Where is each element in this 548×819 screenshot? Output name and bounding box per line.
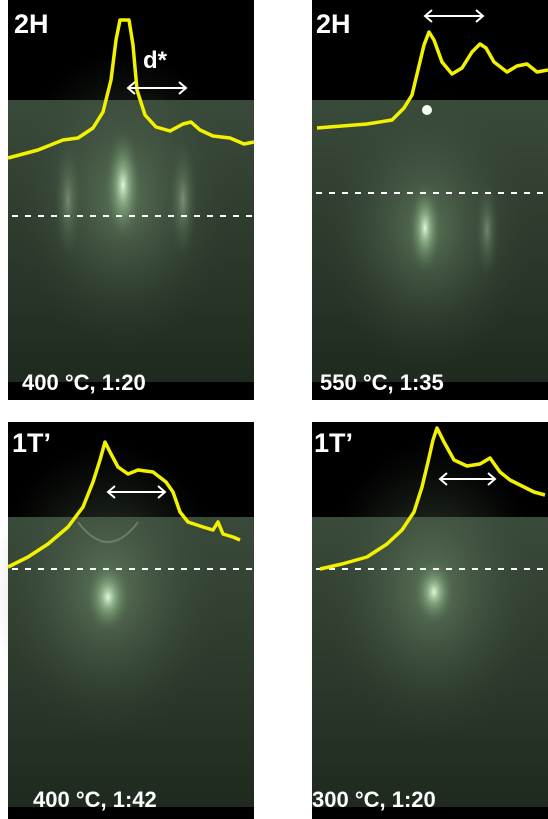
panel-label: 1T’ [314, 428, 353, 458]
annotation: d* [143, 47, 168, 74]
panel-caption: 400 °C, 1:20 [22, 370, 146, 395]
figure: d* 2H 400 °C, 1:20 2H 550 °C, 1:35 1T’ 4… [0, 0, 548, 819]
panel-caption: 300 °C, 1:20 [312, 787, 436, 812]
panel-label: 1T’ [12, 428, 51, 458]
panel: 1T’ 300 °C, 1:20 [312, 422, 548, 819]
panel-caption: 400 °C, 1:42 [33, 787, 157, 812]
panel-label: 2H [316, 9, 351, 39]
panel: 1T’ 400 °C, 1:42 [0, 422, 254, 819]
panel-caption: 550 °C, 1:35 [320, 370, 444, 395]
panel: d* 2H 400 °C, 1:20 [8, 0, 254, 400]
panel: 2H 550 °C, 1:35 [312, 0, 548, 400]
panel-label: 2H [14, 9, 49, 39]
